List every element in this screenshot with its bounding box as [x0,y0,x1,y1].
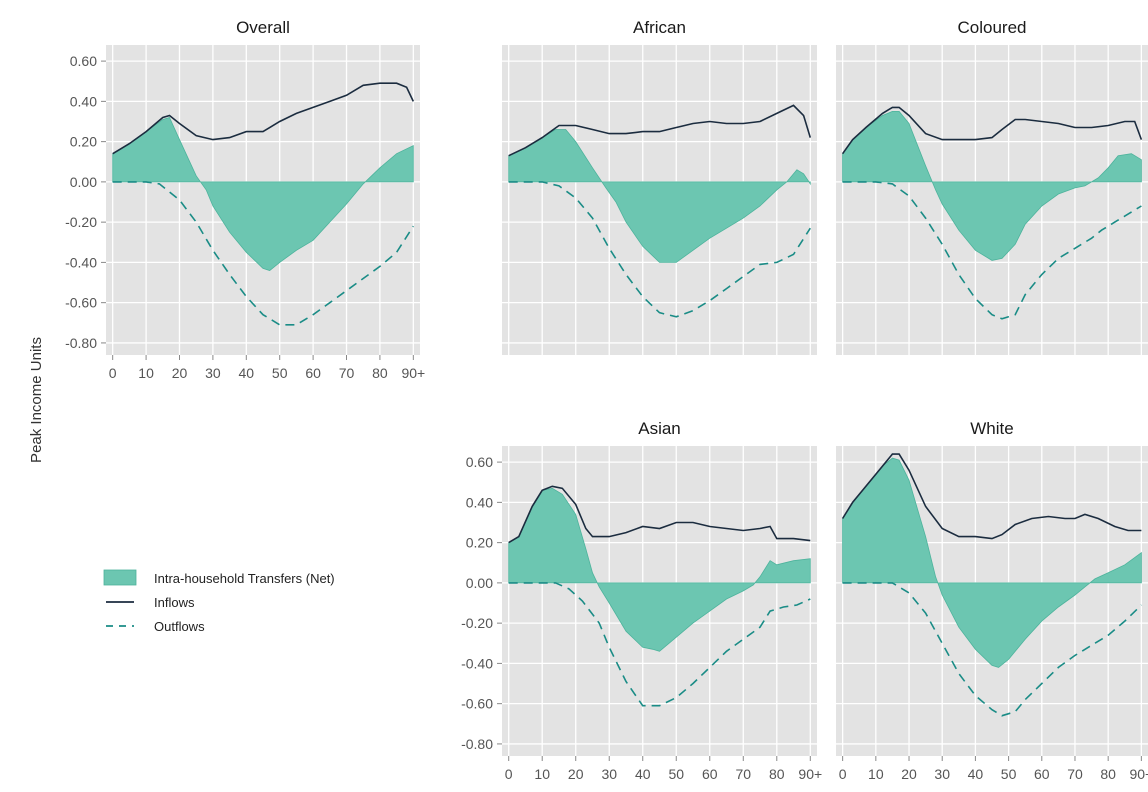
x-tick-label: 90+ [401,365,425,381]
panel-coloured: Coloured [836,18,1148,355]
inflows-line [841,106,1143,155]
outflows-line [842,582,1142,717]
y-tick-label: 0.40 [70,93,97,109]
x-tick-label: 20 [568,766,584,782]
x-tick-label: 80 [1100,766,1116,782]
x-tick-label: 30 [934,766,950,782]
x-tick-label: 30 [205,365,221,381]
legend: Intra-household Transfers (Net) Inflows Ou… [103,569,335,634]
x-tick-label: 20 [172,365,188,381]
x-tick-label: 80 [372,365,388,381]
x-tick-label: 70 [1067,766,1083,782]
panel-title: Overall [236,18,290,37]
x-tick-label: 70 [735,766,751,782]
legend-label: Outflows [154,619,205,634]
legend-item-intra-household-transfers-net: Intra-household Transfers (Net) [103,569,335,586]
x-tick-label: 90+ [798,766,822,782]
x-tick-label: 50 [272,365,288,381]
x-tick-label: 80 [769,766,785,782]
x-tick-label: 40 [635,766,651,782]
x-tick-label: 0 [505,766,513,782]
y-tick-label: -0.60 [65,295,97,311]
net-transfers-area [842,111,1142,261]
outflows-line [842,181,1142,320]
inflows-line [508,485,811,544]
panel-title: African [633,18,686,37]
x-tick-label: 60 [702,766,718,782]
x-tick-label: 30 [601,766,617,782]
panel-title: Asian [638,419,681,438]
x-tick-label: 0 [839,766,847,782]
net-transfers-area [112,117,414,271]
x-tick-label: 10 [534,766,550,782]
y-tick-label: 0.20 [466,535,493,551]
legend-swatch-area [103,569,137,586]
y-tick-label: -0.60 [461,696,493,712]
panel-title: White [970,419,1013,438]
net-transfers-area [508,129,811,263]
x-tick-label: 10 [138,365,154,381]
y-tick-label: 0.20 [70,134,97,150]
y-tick-label: -0.40 [65,254,97,270]
y-axis-label: Peak Income Units [28,337,45,463]
x-tick-label: 40 [239,365,255,381]
x-tick-label: 50 [1001,766,1017,782]
x-tick-label: 50 [668,766,684,782]
y-tick-label: -0.40 [461,655,493,671]
panel-overall: Overall 0.60 0.40 0.20 0.00 -0.20 -0.40 -0.60 -0… [65,18,425,381]
y-tick-label: 0.00 [70,174,97,190]
x-tick-label: 60 [1034,766,1050,782]
y-tick-label: 0.40 [466,494,493,510]
legend-item-inflows: Inflows [106,595,195,610]
x-tick-label: 40 [968,766,984,782]
panel-title: Coloured [958,18,1027,37]
y-tick-label: -0.80 [65,335,97,351]
x-tick-label: 10 [868,766,884,782]
x-tick-label: 70 [339,365,355,381]
net-transfers-area [508,487,811,652]
x-tick-label: 60 [305,365,321,381]
outflows-line [112,181,414,326]
panel-african: African [502,18,817,355]
y-tick-label: -0.20 [65,214,97,230]
legend-label: Inflows [154,595,195,610]
legend-item-outflows: Outflows [106,619,205,634]
x-tick-label: 20 [901,766,917,782]
inflows-line [112,82,415,155]
outflows-line [508,181,811,318]
y-tick-label: -0.20 [461,615,493,631]
panel-white: White 0 10 20 30 40 50 60 70 80 90+ [836,419,1148,782]
net-transfers-area [842,457,1142,668]
y-tick-label: 0.60 [70,53,97,69]
y-tick-label: 0.00 [466,575,493,591]
legend-label: Intra-household Transfers (Net) [154,571,335,586]
panel-asian: Asian 0.60 0.40 0.20 0.00 -0.20 -0.40 -0.60 -0.8… [461,419,822,782]
outflows-line [508,582,811,707]
x-tick-label: 90+ [1129,766,1148,782]
y-tick-label: 0.60 [466,454,493,470]
inflows-line [508,104,812,157]
inflows-line [841,453,1142,540]
y-tick-label: -0.80 [461,736,493,752]
x-tick-label: 0 [109,365,117,381]
